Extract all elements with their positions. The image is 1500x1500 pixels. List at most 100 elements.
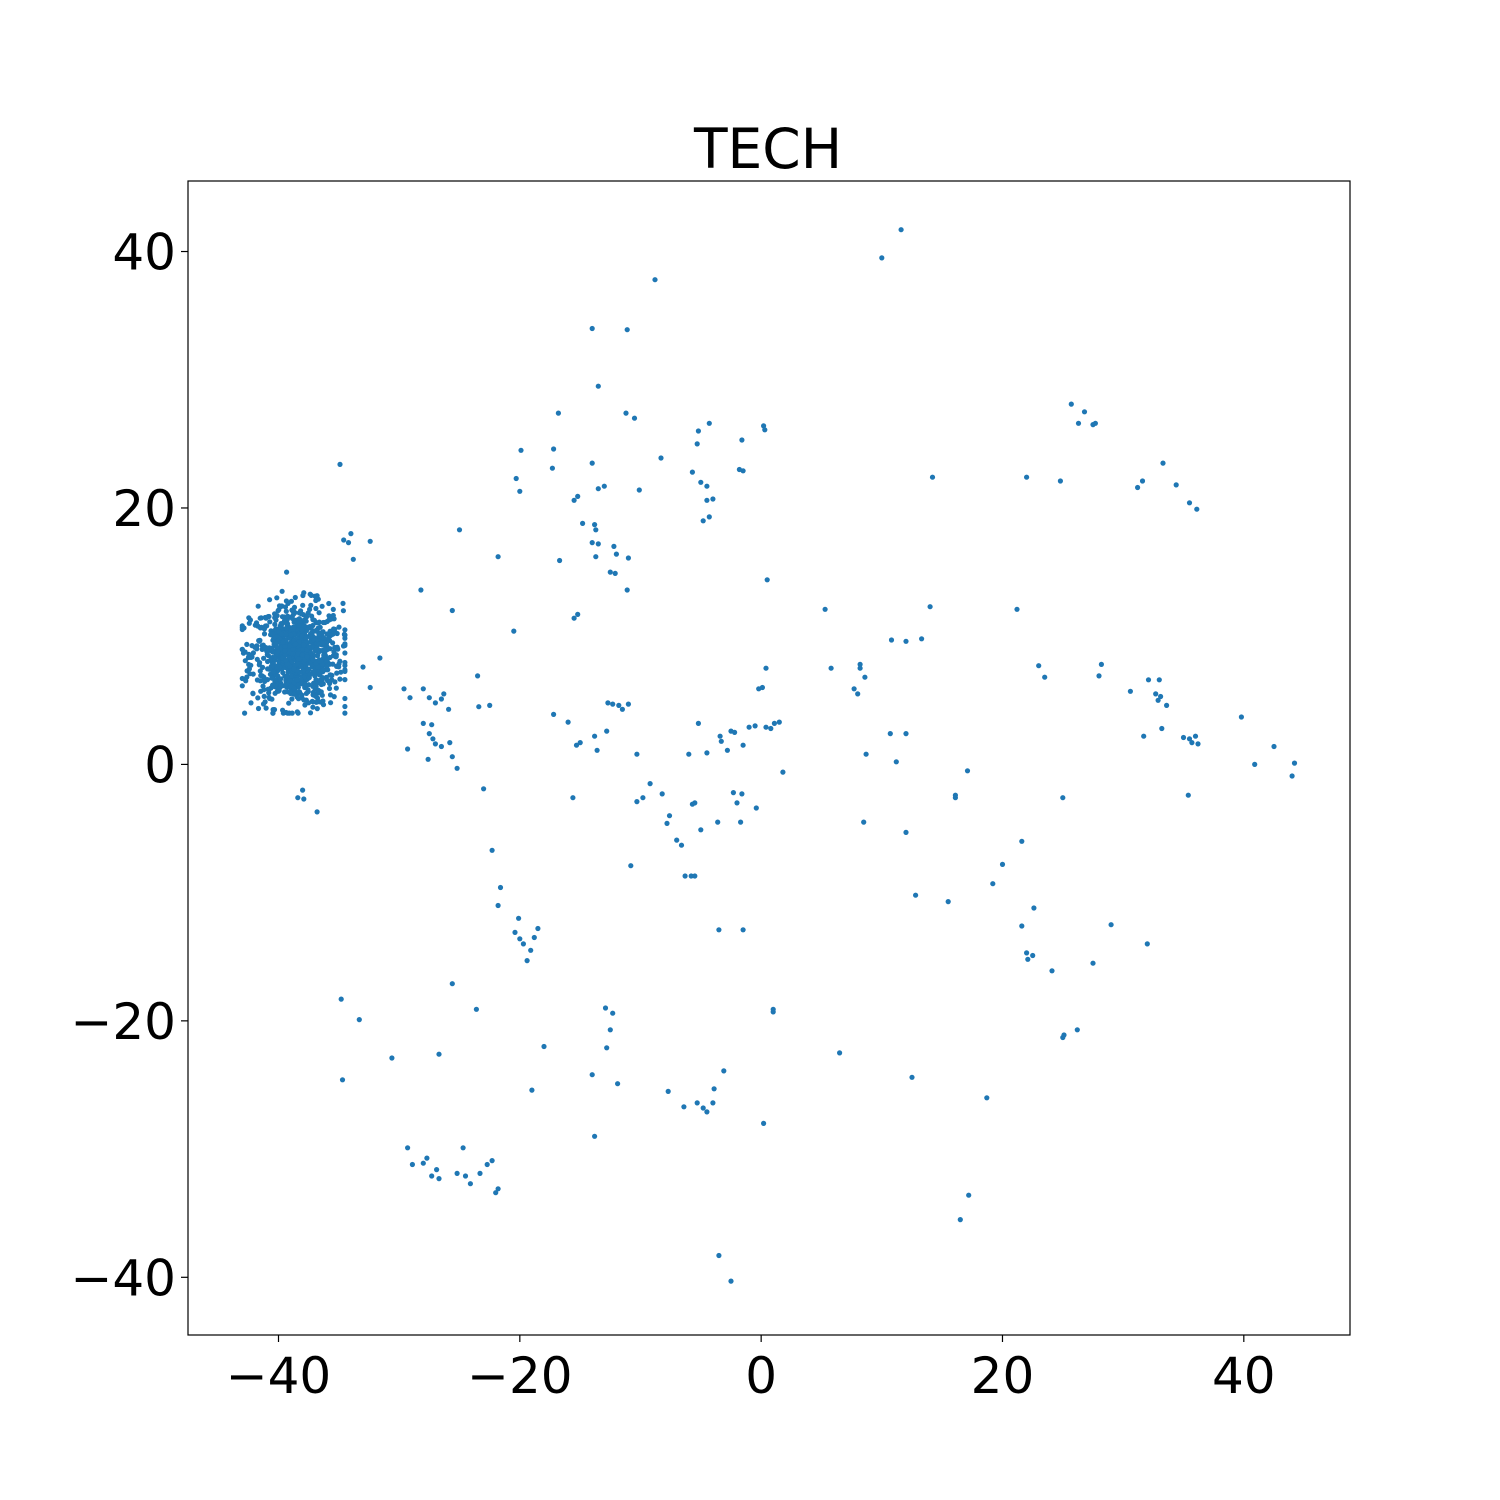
scatter-point	[333, 685, 339, 691]
scatter-point	[541, 1043, 547, 1050]
scatter-point	[692, 873, 698, 879]
scatter-point	[255, 603, 261, 609]
scatter-point	[269, 631, 276, 637]
scatter-point	[272, 621, 278, 628]
scatter-point	[295, 795, 301, 801]
scatter-point	[293, 641, 299, 647]
scatter-point	[615, 1081, 621, 1087]
scatter-point	[316, 641, 322, 647]
scatter-point	[308, 602, 314, 609]
scatter-point	[1019, 923, 1025, 929]
scatter-point	[302, 702, 308, 708]
scatter-point	[239, 625, 245, 631]
scatter-point	[320, 619, 326, 626]
scatter-point	[282, 689, 288, 695]
scatter-point	[342, 703, 348, 710]
scatter-point	[301, 642, 307, 648]
scatter-point	[285, 669, 291, 675]
scatter-point	[320, 629, 326, 635]
scatter-point	[913, 892, 919, 898]
scatter-point	[307, 710, 314, 716]
scatter-point	[315, 664, 321, 670]
scatter-point	[242, 710, 248, 716]
scatter-point	[260, 701, 267, 707]
scatter-point	[855, 691, 861, 697]
scatter-point	[312, 693, 318, 699]
scatter-point	[298, 676, 304, 682]
scatter-point	[316, 658, 323, 664]
scatter-point	[611, 543, 617, 550]
scatter-point	[242, 649, 248, 655]
scatter-point	[257, 625, 263, 631]
scatter-point	[301, 796, 307, 802]
scatter-point	[619, 706, 626, 712]
scatter-point	[529, 1087, 535, 1093]
scatter-point	[1195, 741, 1201, 747]
scatter-point	[334, 670, 340, 676]
scatter-point	[489, 1158, 495, 1164]
x-tick-label: 20	[971, 1347, 1035, 1405]
scatter-point	[288, 673, 294, 679]
scatter-point	[340, 608, 346, 614]
scatter-point	[327, 692, 334, 698]
scatter-point	[678, 842, 685, 848]
scatter-point	[298, 663, 304, 669]
scatter-point	[688, 873, 694, 879]
scatter-point	[625, 701, 632, 707]
scatter-point	[243, 678, 249, 684]
scatter-point	[283, 657, 289, 664]
scatter-point	[624, 327, 630, 333]
scatter-point	[1090, 960, 1096, 966]
scatter-point	[342, 668, 348, 675]
scatter-point	[549, 465, 556, 471]
scatter-point	[704, 1109, 710, 1115]
scatter-point	[763, 724, 769, 730]
scatter-point	[295, 682, 301, 688]
scatter-point	[302, 681, 308, 687]
scatter-point	[734, 800, 740, 806]
x-tick-label: 0	[745, 1347, 777, 1405]
scatter-point	[1074, 1027, 1080, 1033]
scatter-point	[770, 1009, 776, 1015]
scatter-point	[307, 671, 313, 678]
scatter-point	[288, 632, 294, 638]
scatter-point	[592, 522, 598, 528]
scatter-point	[776, 719, 782, 725]
scatter-point	[573, 742, 580, 748]
scatter-point	[328, 700, 334, 706]
scatter-point	[957, 1217, 963, 1223]
scatter-point	[287, 643, 293, 649]
y-axis: −40 −20 0 20 40	[70, 224, 188, 1307]
scatter-point	[740, 468, 746, 474]
scatter-point	[432, 741, 438, 747]
scatter-point	[342, 695, 348, 702]
scatter-point	[301, 623, 307, 629]
scatter-point	[718, 738, 724, 744]
scatter-point	[605, 700, 611, 706]
scatter-point	[286, 700, 292, 706]
scatter-point	[264, 649, 270, 655]
plot-frame	[187, 180, 1351, 1336]
scatter-point	[467, 1181, 473, 1187]
scatter-point	[319, 640, 326, 646]
scatter-point	[580, 520, 586, 527]
scatter-point	[595, 541, 601, 547]
scatter-point	[275, 608, 281, 614]
scatter-point	[752, 723, 758, 729]
scatter-point	[308, 631, 314, 637]
scatter-point	[898, 227, 904, 233]
scatter-point	[266, 690, 272, 696]
scatter-point	[271, 707, 278, 713]
scatter-point	[324, 631, 330, 637]
scatter-point	[495, 554, 501, 560]
scatter-point	[837, 1050, 843, 1056]
scatter-point	[857, 661, 863, 668]
scatter-point	[1186, 500, 1193, 506]
scatter-point	[863, 751, 869, 757]
scatter-point	[1068, 401, 1074, 407]
scatter-point	[261, 631, 268, 637]
scatter-point	[298, 611, 304, 617]
scatter-point	[780, 769, 786, 775]
scatter-point	[337, 676, 343, 682]
scatter-point	[326, 685, 333, 692]
